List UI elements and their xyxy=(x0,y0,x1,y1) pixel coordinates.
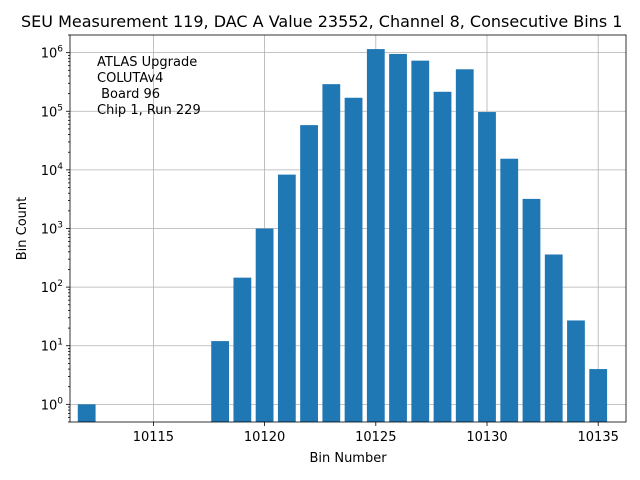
x-axis-ticks: 10115 10120 10125 10130 10135 xyxy=(133,422,619,445)
bar-10133 xyxy=(544,254,563,422)
bar-10126 xyxy=(389,53,407,422)
bar-10125 xyxy=(366,49,385,423)
bar-10122 xyxy=(300,125,318,422)
bar-10112 xyxy=(77,404,96,422)
x-tick-label: 10135 xyxy=(578,430,619,445)
bar-10118 xyxy=(211,341,230,422)
annotation-line: Board 96 xyxy=(97,87,160,102)
bar-10119 xyxy=(233,277,252,422)
y-axis-label: Bin Count xyxy=(15,197,30,261)
x-tick-label: 10115 xyxy=(133,430,174,445)
bar-10134 xyxy=(567,320,585,422)
bar-10132 xyxy=(522,198,541,422)
bar-10123 xyxy=(322,84,341,422)
x-axis-label: Bin Number xyxy=(309,451,387,466)
bar-10124 xyxy=(344,97,363,422)
annotation-line: Chip 1, Run 229 xyxy=(97,103,201,118)
bar-10121 xyxy=(277,174,296,422)
chart-title: SEU Measurement 119, DAC A Value 23552, … xyxy=(21,12,622,31)
x-tick-label: 10120 xyxy=(244,430,285,445)
bar-10120 xyxy=(255,228,274,422)
x-tick-label: 10125 xyxy=(355,430,396,445)
x-tick-label: 10130 xyxy=(466,430,507,445)
annotation-line: COLUTAv4 xyxy=(97,71,163,86)
bar-10129 xyxy=(455,69,474,423)
bar-10127 xyxy=(411,60,430,423)
bars xyxy=(77,49,608,423)
annotation-line: ATLAS Upgrade xyxy=(97,55,197,70)
bar-10131 xyxy=(500,158,519,423)
bar-10128 xyxy=(433,91,452,422)
bar-10135 xyxy=(589,369,608,422)
bar-10130 xyxy=(478,112,496,422)
